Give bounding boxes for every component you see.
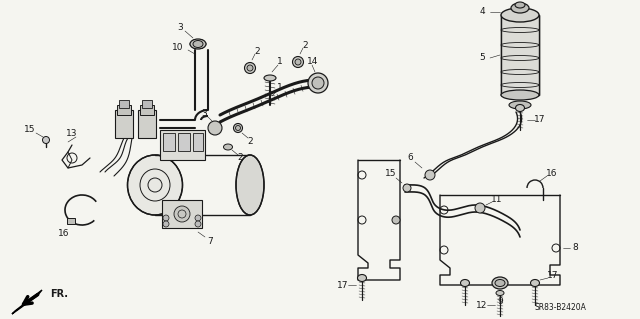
Text: 4: 4 (479, 8, 485, 17)
Ellipse shape (511, 3, 529, 13)
Text: 13: 13 (67, 129, 77, 137)
Bar (163, 133, 175, 151)
Circle shape (403, 184, 411, 192)
Ellipse shape (236, 155, 264, 215)
Bar (501, 15, 539, 95)
Polygon shape (12, 290, 42, 314)
Ellipse shape (531, 279, 540, 286)
Bar (117, 105, 131, 115)
Circle shape (163, 221, 169, 227)
Text: 8: 8 (572, 243, 578, 253)
Ellipse shape (127, 155, 182, 215)
Text: 1: 1 (277, 84, 283, 93)
Ellipse shape (193, 41, 203, 48)
Bar (142, 100, 152, 108)
Text: 16: 16 (58, 229, 70, 239)
Ellipse shape (515, 105, 525, 112)
Bar (115, 110, 133, 138)
Circle shape (308, 73, 328, 93)
Ellipse shape (247, 65, 253, 71)
Circle shape (475, 203, 485, 213)
Ellipse shape (509, 101, 531, 109)
Text: 17: 17 (337, 280, 349, 290)
Circle shape (425, 170, 435, 180)
Ellipse shape (461, 279, 470, 286)
Circle shape (195, 221, 201, 227)
Text: 2: 2 (247, 137, 253, 145)
Circle shape (174, 206, 190, 222)
Ellipse shape (236, 125, 241, 130)
Text: 6: 6 (407, 153, 413, 162)
Bar (140, 105, 154, 115)
Bar (178, 133, 190, 151)
Bar (138, 110, 156, 138)
Text: 15: 15 (385, 169, 397, 179)
Bar (67, 218, 75, 224)
Circle shape (163, 215, 169, 221)
Text: 15: 15 (24, 125, 36, 135)
Text: 2: 2 (237, 152, 243, 161)
Text: 11: 11 (492, 195, 503, 204)
Ellipse shape (515, 2, 525, 8)
Circle shape (195, 215, 201, 221)
Ellipse shape (223, 144, 232, 150)
Text: FR.: FR. (50, 289, 68, 299)
Ellipse shape (292, 56, 303, 68)
Ellipse shape (492, 277, 508, 289)
Bar (119, 100, 129, 108)
Ellipse shape (495, 279, 505, 286)
Ellipse shape (496, 291, 504, 295)
Circle shape (312, 77, 324, 89)
Ellipse shape (190, 39, 206, 49)
Ellipse shape (234, 123, 243, 132)
Ellipse shape (244, 63, 255, 73)
Text: 1: 1 (277, 56, 283, 65)
Text: 3: 3 (177, 23, 183, 32)
Circle shape (392, 216, 400, 224)
Ellipse shape (358, 275, 367, 281)
Ellipse shape (295, 59, 301, 65)
Circle shape (42, 137, 49, 144)
Text: 3: 3 (201, 108, 207, 117)
Text: 9: 9 (497, 298, 503, 307)
Text: 16: 16 (547, 168, 557, 177)
Ellipse shape (501, 90, 539, 100)
Ellipse shape (264, 75, 276, 81)
Text: 12: 12 (476, 300, 488, 309)
Bar (160, 130, 205, 160)
Text: 7: 7 (207, 238, 213, 247)
Text: 17: 17 (534, 115, 546, 124)
Text: 14: 14 (307, 56, 319, 65)
Bar (162, 200, 202, 228)
Text: 17: 17 (547, 271, 559, 279)
Ellipse shape (501, 8, 539, 22)
Bar (193, 133, 203, 151)
Text: 5: 5 (479, 54, 485, 63)
Circle shape (208, 121, 222, 135)
Text: 10: 10 (172, 43, 184, 53)
Text: 2: 2 (302, 41, 308, 49)
Text: SR83-B2420A: SR83-B2420A (534, 303, 586, 313)
Text: 2: 2 (254, 47, 260, 56)
